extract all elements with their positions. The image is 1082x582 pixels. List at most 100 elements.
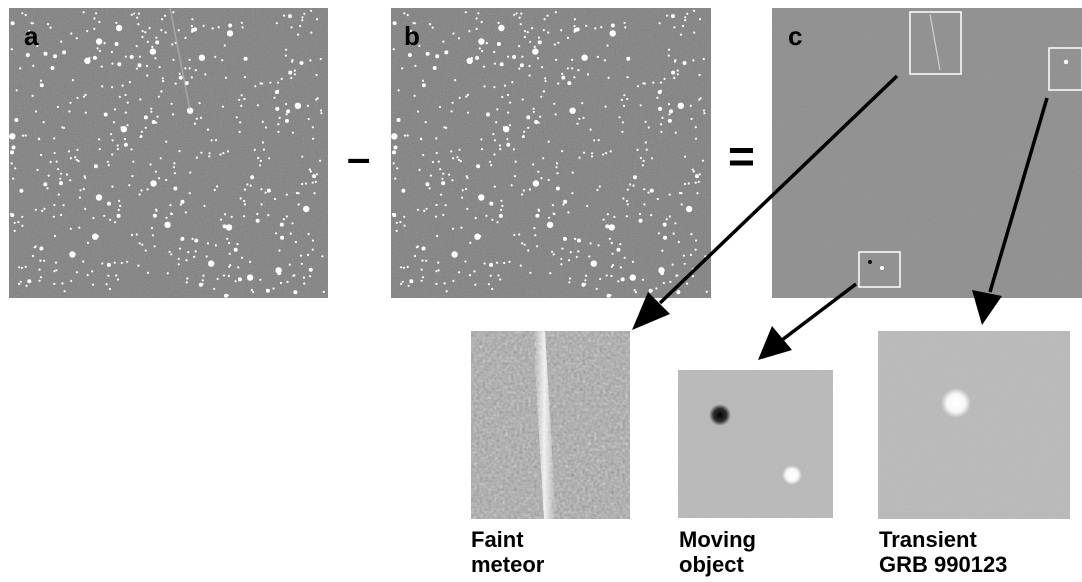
star [603,59,607,62]
star [667,54,670,57]
star [21,224,24,227]
star [609,30,616,37]
star [669,109,673,114]
star [95,12,98,15]
star [406,13,409,17]
star [422,153,425,157]
star [474,283,477,286]
star [173,162,176,165]
star [243,215,246,218]
star [632,184,635,187]
star [82,187,85,191]
star [117,208,120,211]
star [62,126,66,129]
star [544,77,547,80]
star [60,213,63,217]
star [311,126,314,129]
transient-box [1048,47,1082,91]
star [586,204,589,208]
star [562,236,567,241]
star [623,94,626,97]
star [585,24,588,27]
star [421,83,426,88]
star [214,55,217,59]
star [71,251,74,254]
star [641,278,645,281]
star [475,55,480,60]
star [191,18,194,21]
star [18,282,21,286]
star [683,182,687,186]
star [243,188,247,191]
star [511,81,514,84]
star [70,279,73,282]
star [395,221,398,224]
star [577,250,580,253]
star [152,213,157,218]
star [194,69,197,72]
star [11,145,16,150]
star [69,101,72,104]
star [252,291,255,294]
star [648,288,653,293]
star [60,172,63,175]
star [682,61,687,65]
star [451,227,455,230]
star [500,199,503,202]
star [701,159,705,162]
star [493,185,496,188]
star [14,167,17,170]
star [403,224,406,227]
star [428,187,431,190]
arrows [632,74,1049,360]
star [98,148,101,151]
star [288,14,292,19]
star [571,58,574,61]
star [442,40,445,43]
star [567,81,572,86]
star [605,274,608,277]
star [480,20,483,24]
star [168,250,171,253]
star [279,222,284,227]
panel-c-dark-dot [868,260,872,264]
star [206,128,210,131]
star [155,40,160,45]
star [491,218,494,221]
star [445,290,448,293]
star [144,249,147,252]
star [553,43,556,46]
star [647,191,650,194]
star [602,218,605,221]
star [543,18,546,21]
star [541,66,544,69]
star [595,287,598,290]
star [529,271,532,274]
star [582,116,585,119]
star [38,279,41,282]
star [217,26,220,29]
star [421,276,425,279]
star [106,160,109,163]
star [256,212,259,216]
star [610,241,613,245]
star [650,157,654,160]
star [493,139,497,142]
star [563,199,568,204]
star [633,175,637,180]
star [636,148,639,151]
star [555,166,558,169]
star [643,203,646,206]
star [178,150,181,153]
star [223,44,226,47]
star [76,96,79,99]
star [106,262,111,267]
star [536,245,539,248]
star [606,44,609,47]
star [493,50,496,54]
star [501,95,504,98]
star [694,248,697,251]
star [549,272,552,275]
star [84,93,87,96]
star [561,247,564,250]
